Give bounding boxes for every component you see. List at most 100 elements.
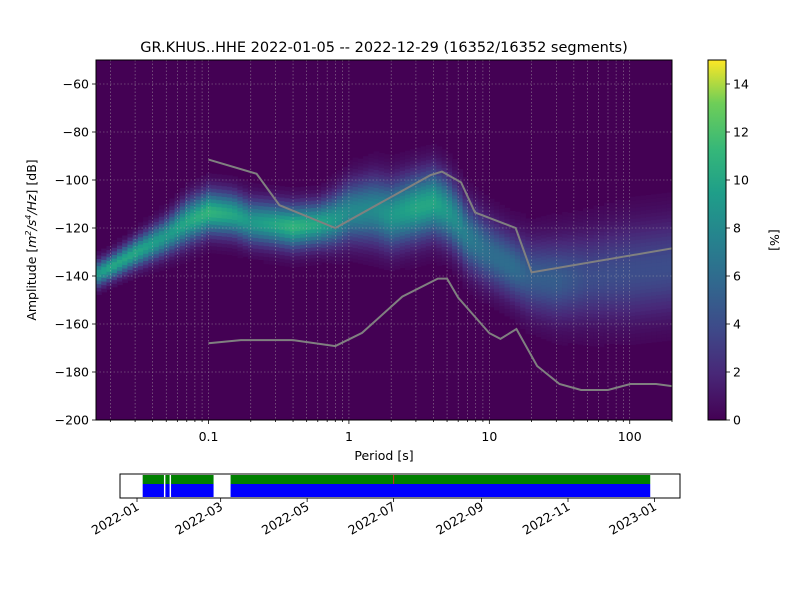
heatmap-cell xyxy=(169,234,176,239)
heatmap-cell xyxy=(404,222,411,227)
heatmap-cell xyxy=(441,257,448,262)
heatmap-cell xyxy=(253,183,259,188)
heatmap-cell xyxy=(232,244,238,249)
heatmap-cell xyxy=(404,165,411,170)
heatmap-cell xyxy=(205,184,212,189)
heatmap-cell xyxy=(310,228,317,234)
heatmap-cell xyxy=(232,187,238,192)
heatmap-cell xyxy=(562,211,568,217)
heatmap-cell xyxy=(457,251,464,256)
heatmap-cell xyxy=(656,330,663,335)
heatmap-cell xyxy=(493,234,500,239)
heatmap-cell xyxy=(635,232,642,237)
heatmap-cell xyxy=(651,316,657,321)
heatmap-cell xyxy=(478,208,485,214)
heatmap-cell xyxy=(562,244,568,249)
heatmap-cell xyxy=(185,247,191,252)
heatmap-cell xyxy=(342,202,348,208)
heatmap-cell xyxy=(598,238,605,243)
heatmap-cell xyxy=(106,260,113,265)
heatmap-cell xyxy=(635,304,642,309)
heatmap-cell xyxy=(153,260,160,266)
heatmap-cell xyxy=(232,251,238,257)
heatmap-cell xyxy=(410,167,417,172)
heatmap-cell xyxy=(562,251,568,256)
heatmap-cell xyxy=(310,200,317,205)
heatmap-cell xyxy=(404,258,411,263)
heatmap-cell xyxy=(279,196,286,202)
heatmap-cell xyxy=(399,245,406,251)
heatmap-cell xyxy=(420,239,427,245)
heatmap-cell xyxy=(305,258,312,263)
heatmap-cell xyxy=(258,194,265,199)
heatmap-cell xyxy=(514,287,521,292)
heatmap-cell xyxy=(535,264,542,269)
heatmap-cell xyxy=(242,195,249,200)
heatmap-cell xyxy=(101,262,108,268)
heatmap-cell xyxy=(310,214,317,219)
heatmap-cell xyxy=(342,199,348,204)
heatmap-cell xyxy=(410,206,417,212)
heatmap-cell xyxy=(577,329,584,334)
heatmap-cell xyxy=(630,196,636,201)
heatmap-cell xyxy=(106,271,113,276)
heatmap-cell xyxy=(603,235,610,240)
heatmap-cell xyxy=(410,246,417,251)
heatmap-cell xyxy=(572,238,579,244)
heatmap-cell xyxy=(452,212,458,218)
heatmap-cell xyxy=(493,241,500,246)
heatmap-cell xyxy=(357,176,364,181)
heatmap-cell xyxy=(635,260,642,266)
heatmap-cell xyxy=(551,224,558,229)
heatmap-cell xyxy=(258,191,265,196)
heatmap-cell xyxy=(436,207,443,212)
heatmap-cell xyxy=(609,311,615,316)
heatmap-cell xyxy=(237,243,244,248)
heatmap-cell xyxy=(137,229,144,234)
heatmap-cell xyxy=(399,260,406,265)
heatmap-cell xyxy=(101,280,108,286)
heatmap-cell xyxy=(211,213,218,218)
heatmap-cell xyxy=(666,300,672,305)
heatmap-cell xyxy=(289,191,296,196)
heatmap-cell xyxy=(514,272,521,278)
heatmap-cell xyxy=(446,246,453,252)
heatmap-cell xyxy=(645,299,652,304)
heatmap-cell xyxy=(656,251,663,256)
heatmap-cell xyxy=(363,174,369,179)
heatmap-cell xyxy=(363,195,369,201)
heatmap-cell xyxy=(514,269,521,274)
heatmap-cell xyxy=(499,222,506,227)
heatmap-cell xyxy=(389,202,396,207)
heatmap-cell xyxy=(232,201,238,206)
heatmap-cell xyxy=(279,211,286,216)
heatmap-cell xyxy=(321,233,327,238)
heatmap-cell xyxy=(541,234,547,239)
heatmap-cell xyxy=(373,176,380,181)
heatmap-cell xyxy=(284,240,291,246)
colorbar-tick-label: 8 xyxy=(733,221,741,236)
heatmap-cell xyxy=(357,219,364,225)
heatmap-cell xyxy=(116,259,123,264)
heatmap-cell xyxy=(473,269,479,274)
heatmap-cell xyxy=(514,308,521,314)
heatmap-cell xyxy=(378,253,385,258)
heatmap-cell xyxy=(551,234,558,240)
heatmap-cell xyxy=(666,232,672,237)
heatmap-cell xyxy=(342,213,348,218)
heatmap-cell xyxy=(556,221,563,227)
heatmap-cell xyxy=(221,218,228,223)
heatmap-cell xyxy=(582,269,589,274)
heatmap-cell xyxy=(598,277,605,283)
heatmap-cell xyxy=(598,313,605,319)
heatmap-cell xyxy=(614,300,621,305)
heatmap-cell xyxy=(499,276,506,281)
heatmap-cell xyxy=(530,283,537,289)
heatmap-cell xyxy=(582,323,589,328)
heatmap-cell xyxy=(148,248,155,253)
heatmap-cell xyxy=(226,175,233,180)
heatmap-cell xyxy=(242,227,249,232)
heatmap-cell xyxy=(169,238,176,243)
heatmap-cell xyxy=(158,252,165,257)
heatmap-cell xyxy=(195,203,202,208)
